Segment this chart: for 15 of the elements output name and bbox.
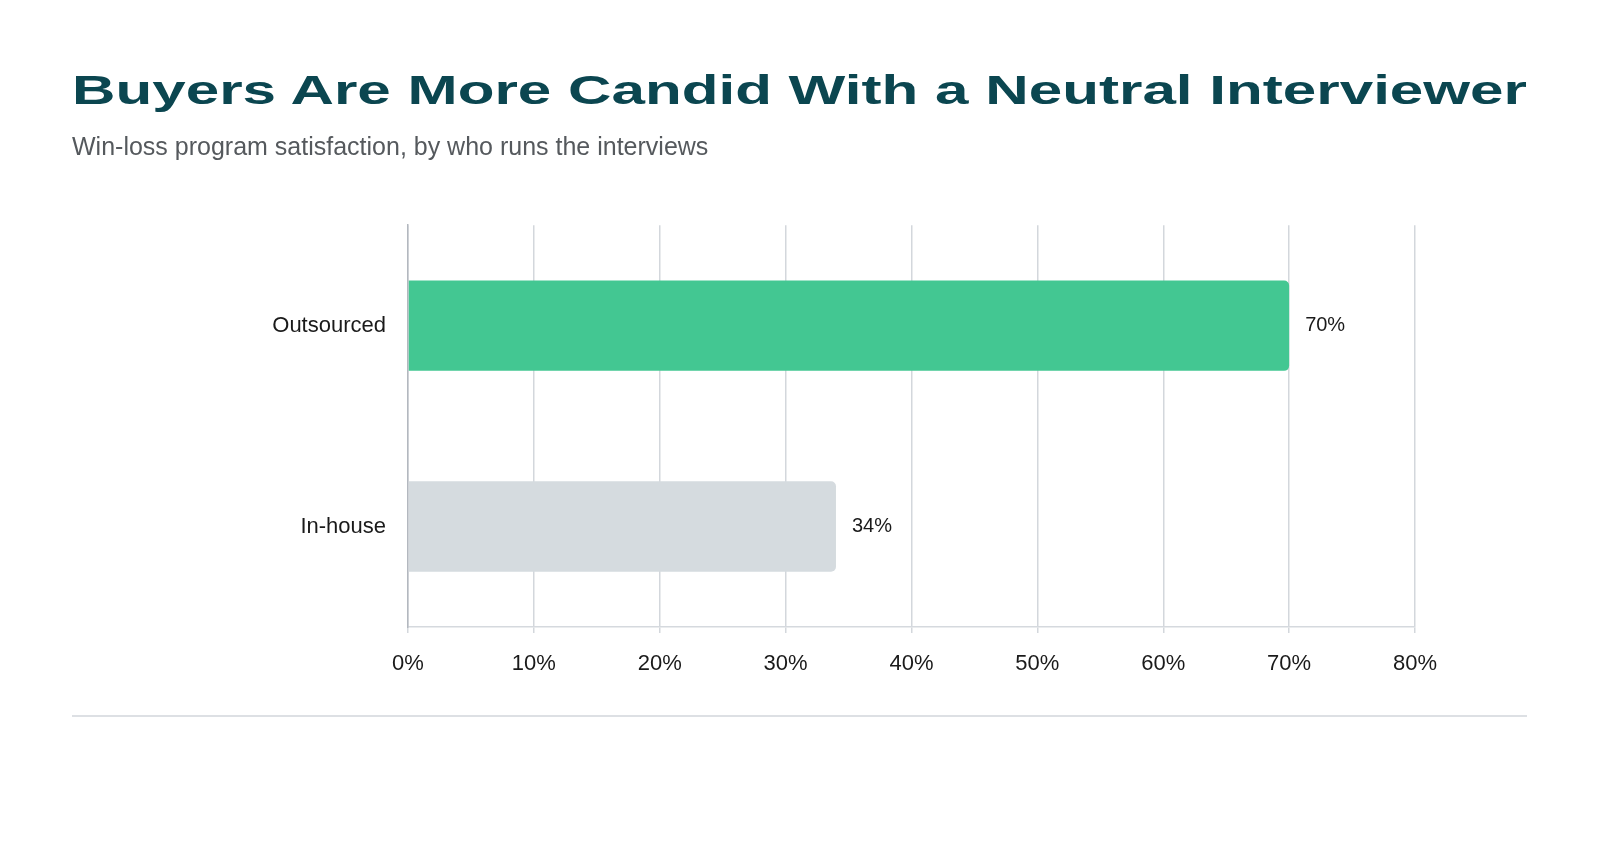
x-tick-label: 0% xyxy=(392,650,424,676)
x-tick-label: 60% xyxy=(1141,650,1186,676)
data-label: 34% xyxy=(851,514,893,537)
x-tick-label: 30% xyxy=(763,650,808,676)
x-tick-label: 40% xyxy=(889,650,934,676)
x-tick-label: 70% xyxy=(1267,650,1312,676)
y-tick-label: Outsourced xyxy=(272,311,386,337)
chart-title: Buyers Are More Candid With a Neutral Interviewer xyxy=(72,68,1527,112)
data-label: 70% xyxy=(1305,313,1346,336)
x-tick-label: 50% xyxy=(1015,650,1060,676)
x-tick-label: 20% xyxy=(637,650,682,676)
chart-subtitle: Win-loss program satisfaction, by who runs the interviews xyxy=(72,132,709,160)
x-tick-label: 10% xyxy=(511,650,556,676)
x-tick-label: 80% xyxy=(1392,650,1438,676)
y-tick-label: In-house xyxy=(300,512,386,538)
